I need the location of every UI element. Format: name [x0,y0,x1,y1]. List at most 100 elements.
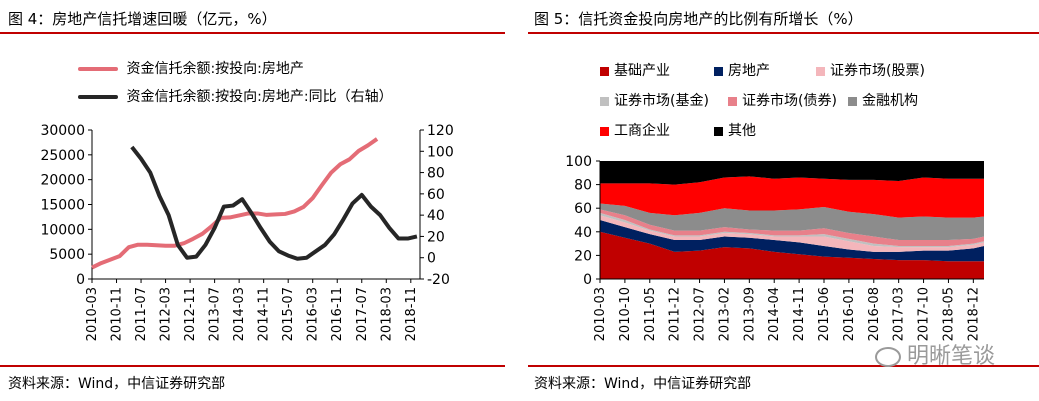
left-line-chart: 0 5000 10000 15000 20000 25000 30000 -20 0 20 40 60… [40,123,454,341]
right-chart-x-tick-label: 2013-02 [717,287,732,341]
left-figure: 图 4：房地产信托增速回暖（亿元，%） 资金信托余额:按投向:房地产 资金信托余… [0,0,505,401]
right-legend-item-7: 其他 [714,120,756,140]
right-chart-x-tick-label: 2011-12 [668,287,683,341]
right-legend-swatch-4 [728,96,737,106]
left-legend-item-balance: 资金信托余额:按投向:房地产 [78,58,304,78]
series-line-balance [91,137,379,270]
right-legend-label-7: 其他 [728,123,756,139]
x-tick-label: 2010-03 [85,287,100,341]
x-tick-label: 2018-03 [379,287,394,341]
right-chart-y-tick-label: 20 [574,248,592,264]
x-tick-label: 2012-03 [159,287,174,341]
left-top-rule [0,32,505,34]
left-legend-item-yoy: 资金信托余额:按投向:房地产:同比（右轴） [78,86,393,106]
right-chart-x-tick-label: 2013-09 [742,287,757,341]
right-legend-item-5: 金融机构 [848,90,918,110]
right-legend-label-0: 基础产业 [614,63,670,79]
x-tick-label: 2016-11 [330,287,345,341]
right-legend-item-6: 工商企业 [600,120,670,140]
left-legend-line-yoy [78,95,118,99]
right-legend-swatch-3 [600,96,609,106]
right-y-tick-label: 0 [427,251,436,267]
x-tick-label: 2015-07 [281,287,296,341]
right-legend-swatch-0 [600,66,609,76]
x-tick-label: 2013-07 [208,287,223,341]
right-legend-label-4: 证券市场(债券) [742,93,837,109]
area-series-0 [600,231,984,279]
right-y-tick-label: 120 [427,123,454,139]
right-figure-title: 图 5：信托资金投向房地产的比例有所增长（%） [534,10,863,28]
area-series-1 [600,220,984,262]
right-legend-label-1: 房地产 [728,63,770,79]
right-y-tick-label: 100 [427,144,454,160]
x-tick-label: 2011-07 [134,287,149,341]
left-y-tick-label: 0 [76,272,85,288]
area-series-6 [600,176,984,218]
right-chart-x-tick-label: 2015-06 [817,287,832,341]
right-legend-label-5: 金融机构 [862,93,918,109]
watermark-text: 明晰笔谈 [906,344,995,369]
right-chart-x-tick-label: 2016-08 [867,287,882,341]
right-legend-item-3: 证券市场(基金) [600,90,709,110]
x-tick-label: 2017-07 [355,287,370,341]
area-series-7 [600,161,984,185]
area-series-5 [600,203,984,241]
watermark: 明晰笔谈 [874,338,995,370]
right-y-tick-label: 60 [427,187,445,203]
x-tick-label: 2012-11 [183,287,198,341]
right-chart-x-tick-label: 2017-10 [917,287,932,341]
right-chart-y-tick-label: 40 [574,225,592,241]
right-chart-y-tick-label: 80 [574,178,592,194]
right-chart-x-tick-label: 2016-01 [842,287,857,341]
left-y-tick-label: 20000 [40,173,85,189]
right-chart-x-tick-label: 2010-10 [618,287,633,341]
x-tick-label: 2018-11 [404,287,419,341]
right-bottom-rule [528,365,1039,367]
right-chart-x-tick-label: 2012-07 [693,287,708,341]
left-y-tick-label: 25000 [40,148,85,164]
right-y-tick-label: 40 [427,208,445,224]
right-chart-y-tick-label: 0 [583,272,592,288]
right-chart-x-tick-label: 2014-11 [792,287,807,341]
right-chart-y-tick-label: 100 [565,154,592,170]
right-y-tick-label: 80 [427,166,445,182]
left-legend-label-balance: 资金信托余额:按投向:房地产 [126,61,304,77]
right-y-tick-label: -20 [427,272,450,288]
right-chart-x-tick-label: 2018-12 [966,287,981,341]
left-y-tick-label: 5000 [49,247,85,263]
right-legend-item-1: 房地产 [714,60,770,80]
right-legend-label-3: 证券市场(基金) [614,93,709,109]
right-legend-label-2: 证券市场(股票) [830,63,925,79]
right-chart-x-tick-label: 2011-05 [643,287,658,341]
x-tick-label: 2016-03 [306,287,321,341]
left-y-tick-label: 30000 [40,123,85,139]
right-chart-x-tick-label: 2010-03 [593,287,608,341]
right-chart-x-tick-label: 2014-04 [767,287,782,341]
right-legend-label-6: 工商企业 [614,123,670,139]
right-legend-swatch-2 [816,66,825,76]
right-legend-item-2: 证券市场(股票) [816,60,925,80]
x-tick-label: 2014-03 [232,287,247,341]
right-y-tick-label: 20 [427,229,445,245]
left-legend-line-balance [78,67,118,71]
left-y-tick-label: 10000 [40,222,85,238]
x-tick-label: 2010-11 [110,287,125,341]
right-chart-x-tick-label: 2018-05 [941,287,956,341]
right-legend-item-0: 基础产业 [600,60,670,80]
right-figure: 图 5：信托资金投向房地产的比例有所增长（%） 基础产业 房地产 证券市场(股票… [528,0,1039,401]
right-chart-x-tick-label: 2017-03 [892,287,907,341]
right-chart-y-tick-label: 60 [574,201,592,217]
area-series-4 [600,209,984,246]
wechat-icon [874,347,901,367]
right-legend-swatch-7 [714,126,723,136]
left-bottom-rule [0,365,505,367]
right-top-rule [528,32,1039,34]
left-y-tick-label: 15000 [40,198,85,214]
right-area-chart: 0 20 40 60 80 100 2010-03 2010-10 2011-05 2011-12… [565,154,984,341]
right-legend-swatch-6 [600,126,609,136]
area-series-2 [600,215,984,252]
left-source-note: 资料来源：Wind，中信证券研究部 [8,376,226,392]
right-source-note: 资料来源：Wind，中信证券研究部 [534,376,752,392]
right-legend-swatch-1 [714,66,723,76]
series-line-yoy [130,145,418,261]
